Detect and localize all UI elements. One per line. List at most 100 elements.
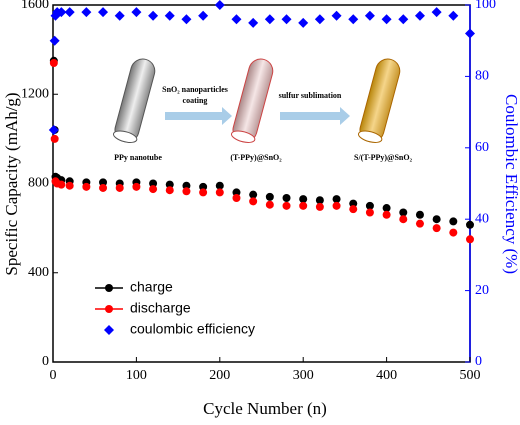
data-point: [181, 14, 192, 25]
data-point: [81, 7, 92, 18]
data-point: [398, 14, 409, 25]
data-point: [299, 201, 308, 210]
y2-tick-label: 40: [475, 211, 489, 226]
legend-label: discharge: [130, 300, 191, 316]
data-point: [249, 190, 258, 199]
y-tick-label: 400: [28, 265, 49, 280]
y2-tick-label: 20: [475, 283, 489, 298]
data-point: [332, 201, 341, 210]
data-point: [149, 185, 158, 194]
data-point: [48, 124, 59, 135]
x-tick-label: 500: [460, 368, 481, 383]
data-point: [348, 14, 359, 25]
data-point: [114, 10, 125, 21]
data-point: [432, 224, 441, 233]
data-point: [315, 202, 324, 211]
data-point: [365, 208, 374, 217]
legend-marker: [104, 325, 114, 335]
y-tick-label: 800: [28, 176, 49, 191]
data-point: [349, 205, 358, 214]
data-point: [465, 28, 475, 39]
x-tick-label: 100: [126, 368, 147, 383]
data-point: [414, 10, 425, 21]
data-point: [332, 195, 341, 204]
annotation: S/(T-PPy)@SnO₂: [354, 153, 413, 162]
data-point: [415, 210, 424, 219]
data-point: [248, 17, 259, 28]
x-tick-label: 300: [293, 368, 314, 383]
data-point: [399, 208, 408, 217]
x-tick-label: 0: [50, 368, 57, 383]
annotation: sulfur sublimation: [279, 91, 342, 100]
x-tick-label: 400: [376, 368, 397, 383]
data-point: [65, 181, 74, 190]
data-point: [149, 179, 158, 188]
data-point: [314, 14, 325, 25]
data-point: [64, 7, 75, 18]
data-point: [466, 235, 474, 244]
data-point: [264, 14, 275, 25]
data-point: [49, 35, 60, 46]
annotation: SnO₂ nanoparticles: [162, 85, 228, 94]
y-tick-label: 0: [42, 354, 49, 369]
legend-marker: [105, 305, 113, 313]
data-point: [115, 183, 124, 192]
data-point: [57, 180, 66, 189]
y2-tick-label: 100: [475, 0, 496, 12]
data-point: [164, 10, 175, 21]
legend-marker: [105, 284, 113, 292]
legend-label: charge: [130, 279, 173, 295]
y2-tick-label: 0: [475, 354, 482, 369]
data-point: [265, 192, 274, 201]
y2-tick-label: 80: [475, 69, 489, 84]
data-point: [449, 228, 458, 237]
data-point: [382, 204, 391, 213]
data-point: [431, 7, 442, 18]
data-point: [364, 10, 375, 21]
y-tick-label: 1200: [21, 86, 49, 101]
data-point: [214, 0, 225, 10]
data-point: [432, 215, 441, 224]
annotation: (T-PPy)@SnO₂: [230, 153, 282, 162]
y-tick-label: 1600: [21, 0, 49, 12]
data-point: [282, 194, 291, 203]
data-point: [282, 201, 291, 210]
data-point: [349, 199, 358, 208]
x-tick-label: 200: [209, 368, 230, 383]
annotation: coating: [183, 96, 208, 105]
data-point: [365, 201, 374, 210]
data-point: [215, 188, 224, 197]
legend-label: coulombic efficiency: [130, 321, 255, 337]
data-point: [199, 188, 208, 197]
data-point: [99, 183, 108, 192]
data-point: [165, 180, 174, 189]
data-point: [50, 134, 59, 143]
data-point: [99, 178, 108, 187]
data-point: [399, 215, 408, 224]
data-point: [182, 187, 191, 196]
data-point: [265, 200, 274, 209]
data-point: [49, 59, 58, 68]
data-point: [148, 10, 159, 21]
data-point: [98, 7, 109, 18]
y2-tick-label: 60: [475, 140, 489, 155]
annotation: PPy nanotube: [114, 153, 162, 162]
data-point: [198, 10, 209, 21]
data-point: [381, 14, 392, 25]
data-point: [315, 196, 324, 205]
data-point: [299, 195, 308, 204]
data-point: [415, 219, 424, 228]
data-point: [165, 186, 174, 195]
data-point: [382, 210, 391, 219]
data-point: [82, 182, 91, 191]
data-point: [182, 181, 191, 190]
data-point: [449, 217, 458, 226]
data-point: [448, 10, 459, 21]
data-point: [131, 7, 142, 18]
y2-axis-label: Coulombic Efficiency (%): [502, 94, 520, 274]
data-point: [298, 17, 309, 28]
y-axis-label: Specific Capacity (mAh/g): [2, 92, 21, 275]
data-point: [331, 10, 342, 21]
data-point: [231, 14, 242, 25]
